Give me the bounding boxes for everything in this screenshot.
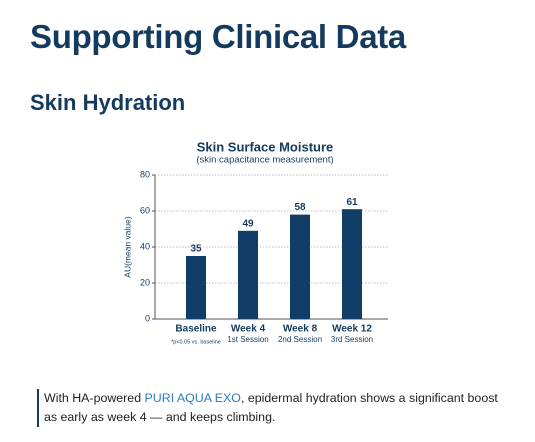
caption-highlight: PURI AQUA EXO	[144, 391, 241, 405]
data-label: 35	[190, 244, 202, 255]
x-tick-label: Week 12	[332, 324, 372, 335]
y-tick-label: 20	[140, 277, 150, 287]
section-title: Skin Hydration	[30, 90, 186, 115]
y-tick-label: 0	[145, 313, 150, 323]
chart-subtitle: (skin capacitance measurement)	[196, 155, 333, 166]
bar	[186, 256, 206, 319]
data-label: 61	[346, 197, 358, 208]
chart-title: Skin Surface Moisture	[197, 139, 334, 154]
y-tick-label: 40	[140, 241, 150, 251]
x-tick-label: Baseline	[175, 324, 217, 335]
y-tick-label: 80	[140, 169, 150, 179]
x-tick-label: Week 8	[283, 324, 318, 335]
x-tick-label: Week 4	[231, 324, 266, 335]
caption: With HA-powered PURI AQUA EXO, epidermal…	[37, 389, 514, 427]
bar	[342, 209, 362, 319]
x-tick-sublabel: 1st Session	[227, 335, 268, 344]
caption-text: , epidermal hydration shows a significan…	[44, 391, 498, 424]
chart: Skin Surface Moisture (skin capacitance …	[122, 139, 388, 345]
data-label: 58	[294, 202, 306, 213]
bar	[290, 214, 310, 319]
y-axis-label: AU(mean value)	[122, 216, 132, 278]
note: *p<0.05 vs. baseline	[171, 339, 221, 345]
bar	[238, 230, 258, 319]
page-title: Supporting Clinical Data	[30, 18, 406, 55]
data-label: 49	[242, 218, 254, 229]
x-tick-sublabel: 2nd Session	[278, 335, 322, 344]
caption-text: With HA-powered	[44, 391, 145, 405]
y-tick-label: 60	[140, 205, 150, 215]
x-tick-sublabel: 3rd Session	[331, 335, 373, 344]
